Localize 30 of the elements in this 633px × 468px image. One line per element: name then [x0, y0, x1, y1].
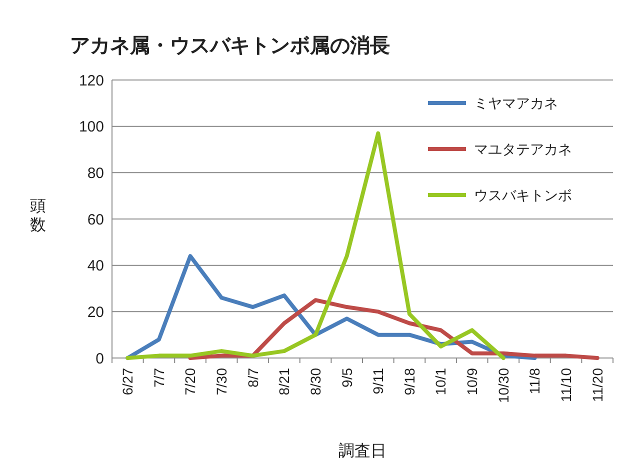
x-tick-label: 8/30 [307, 368, 324, 396]
y-tick-label: 40 [87, 258, 104, 275]
y-axis-title: 頭数 [30, 198, 46, 234]
legend-label: ミヤマアカネ [474, 94, 558, 111]
x-tick-label: 11/10 [558, 368, 574, 402]
x-tick-label: 7/30 [213, 368, 230, 396]
chart-title: アカネ属・ウスバキトンボ属の消長 [70, 35, 390, 57]
legend-label: ウスバキトンボ [474, 186, 572, 203]
x-tick-label: 7/20 [182, 368, 198, 396]
line-series [188, 298, 600, 360]
x-tick-label: 8/7 [244, 368, 261, 388]
x-tick-label: 10/30 [495, 368, 512, 404]
y-tick-label: 0 [96, 350, 104, 368]
x-tick-label: 9/18 [401, 368, 418, 396]
y-tick-label: 120 [78, 72, 104, 90]
x-tick-label: 9/11 [370, 368, 386, 394]
x-tick-label: 8/21 [276, 368, 292, 396]
x-tick-label: 11/20 [589, 368, 606, 402]
y-tick-label: 80 [87, 164, 104, 182]
x-tick-label: 9/5 [338, 368, 355, 388]
x-tick-label: 7/7 [150, 368, 167, 388]
x-axis-title: 調査日 [338, 442, 386, 460]
y-tick-label: 100 [78, 118, 104, 136]
y-tick-label: 20 [87, 304, 104, 321]
y-tick-label: 60 [87, 211, 104, 228]
x-tick-label: 6/27 [120, 368, 136, 396]
x-tick-label: 10/1 [432, 368, 449, 396]
x-tick-label: 10/9 [464, 368, 480, 396]
legend-label: マユタテアカネ [474, 140, 572, 157]
x-tick-label: 11/8 [526, 368, 543, 394]
